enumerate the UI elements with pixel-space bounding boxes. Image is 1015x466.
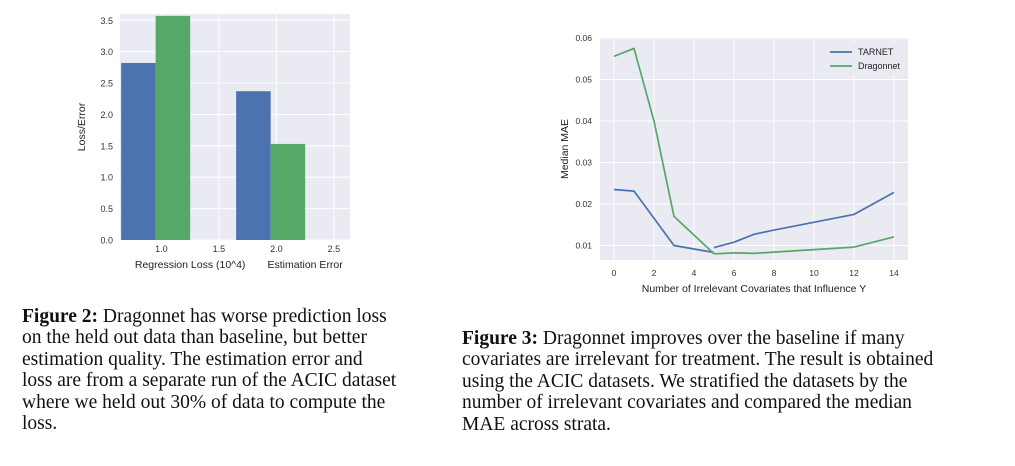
y-tick-label: 0.01: [575, 240, 592, 250]
y-tick-label: 3.5: [100, 16, 113, 26]
y-tick-label: 0.05: [575, 74, 592, 84]
y-tick-label: 0.02: [575, 199, 592, 209]
x-tick-label: 1.0: [155, 244, 168, 254]
legend-label: Dragonnet: [858, 61, 901, 71]
bar-tarnet: [121, 62, 156, 240]
x-tick-label: 12: [849, 268, 859, 278]
figure-3-caption: Figure 3: Dragonnet improves over the ba…: [462, 328, 1002, 435]
figure-3-caption-line: MAE across strata.: [462, 413, 611, 435]
figure-2-caption-line: loss.: [22, 413, 58, 435]
figure-2-label: Figure 2:: [22, 306, 99, 327]
figure-2-caption: Figure 2: Dragonnet has worse prediction…: [22, 306, 452, 434]
y-tick-label: 2.0: [100, 110, 113, 120]
x-tick-label: 2.0: [270, 244, 283, 254]
y-tick-label: 2.5: [100, 79, 113, 89]
x-tick-label: 1.5: [213, 244, 226, 254]
figure-2-caption-line: estimation quality. The estimation error…: [22, 348, 363, 370]
figure-3-caption-line: covariates are irrelevant for treatment.…: [462, 349, 934, 371]
y-tick-label: 0.04: [575, 116, 592, 126]
figure-3-caption-line: number of irrelevant covariates and comp…: [462, 392, 912, 414]
group-label: Estimation Error: [268, 259, 344, 271]
x-axis-label: Number of Irrelevant Covariates that Inf…: [642, 283, 867, 295]
x-tick-label: 4: [692, 268, 697, 278]
figure-2-caption-line: where we held out 30% of data to compute…: [22, 391, 386, 413]
y-tick-label: 1.5: [100, 141, 113, 151]
legend-box: [826, 42, 904, 75]
x-tick-label: 2: [652, 268, 657, 278]
bar-dragonnet: [270, 143, 306, 240]
bar-tarnet: [236, 91, 271, 240]
figure-3-caption-text: Dragonnet improves over the baseline if …: [538, 328, 905, 349]
figure-3-label: Figure 3:: [462, 328, 539, 349]
y-tick-label: 0.5: [100, 204, 113, 214]
x-tick-label: 6: [732, 268, 737, 278]
bar-chart: 0.0 0.5 1.0 1.5 2.0 2.5 3.0 3.5 1.0 1.5 2.0 2.5 Regr…: [76, 14, 350, 271]
figure-3-caption-line: using the ACIC datasets. We stratified t…: [462, 370, 908, 392]
figure-3-caption-line: Figure 3: Dragonnet improves over the ba…: [462, 328, 1002, 349]
y-axis-label: Loss/Error: [76, 102, 88, 151]
y-tick-label: 0.0: [100, 236, 113, 246]
y-tick-label: 3.0: [100, 47, 113, 57]
y-tick-label: 1.0: [100, 173, 113, 183]
y-tick-label: 0.06: [575, 33, 592, 43]
y-tick-label: 0.03: [575, 157, 592, 167]
group-label: Regression Loss (10^4): [135, 259, 246, 271]
x-tick-label: 0: [612, 268, 617, 278]
figure-2-caption-line: on the held out data than baseline, but …: [22, 327, 367, 349]
line-tarnet: [613, 188, 715, 254]
legend-label: TARNET: [858, 47, 894, 57]
x-tick-label: 10: [809, 268, 819, 278]
bar-dragonnet: [155, 15, 191, 241]
line-tarnet: [713, 191, 895, 249]
line-chart: 0.01 0.02 0.03 0.04 0.05 0.06 0 2 4 6 8 10 12 14 Numbe…: [559, 33, 908, 295]
line-dragonnet: [613, 47, 895, 255]
y-axis-label: Median MAE: [559, 119, 571, 179]
figure-2-caption-line: Figure 2: Dragonnet has worse prediction…: [22, 306, 452, 327]
figure-2-caption-text: Dragonnet has worse prediction loss: [98, 306, 387, 327]
x-tick-label: 2.5: [328, 244, 341, 254]
figure-2-caption-line: loss are from a separate run of the ACIC…: [22, 370, 397, 392]
x-tick-label: 14: [889, 268, 899, 278]
x-tick-label: 8: [772, 268, 777, 278]
